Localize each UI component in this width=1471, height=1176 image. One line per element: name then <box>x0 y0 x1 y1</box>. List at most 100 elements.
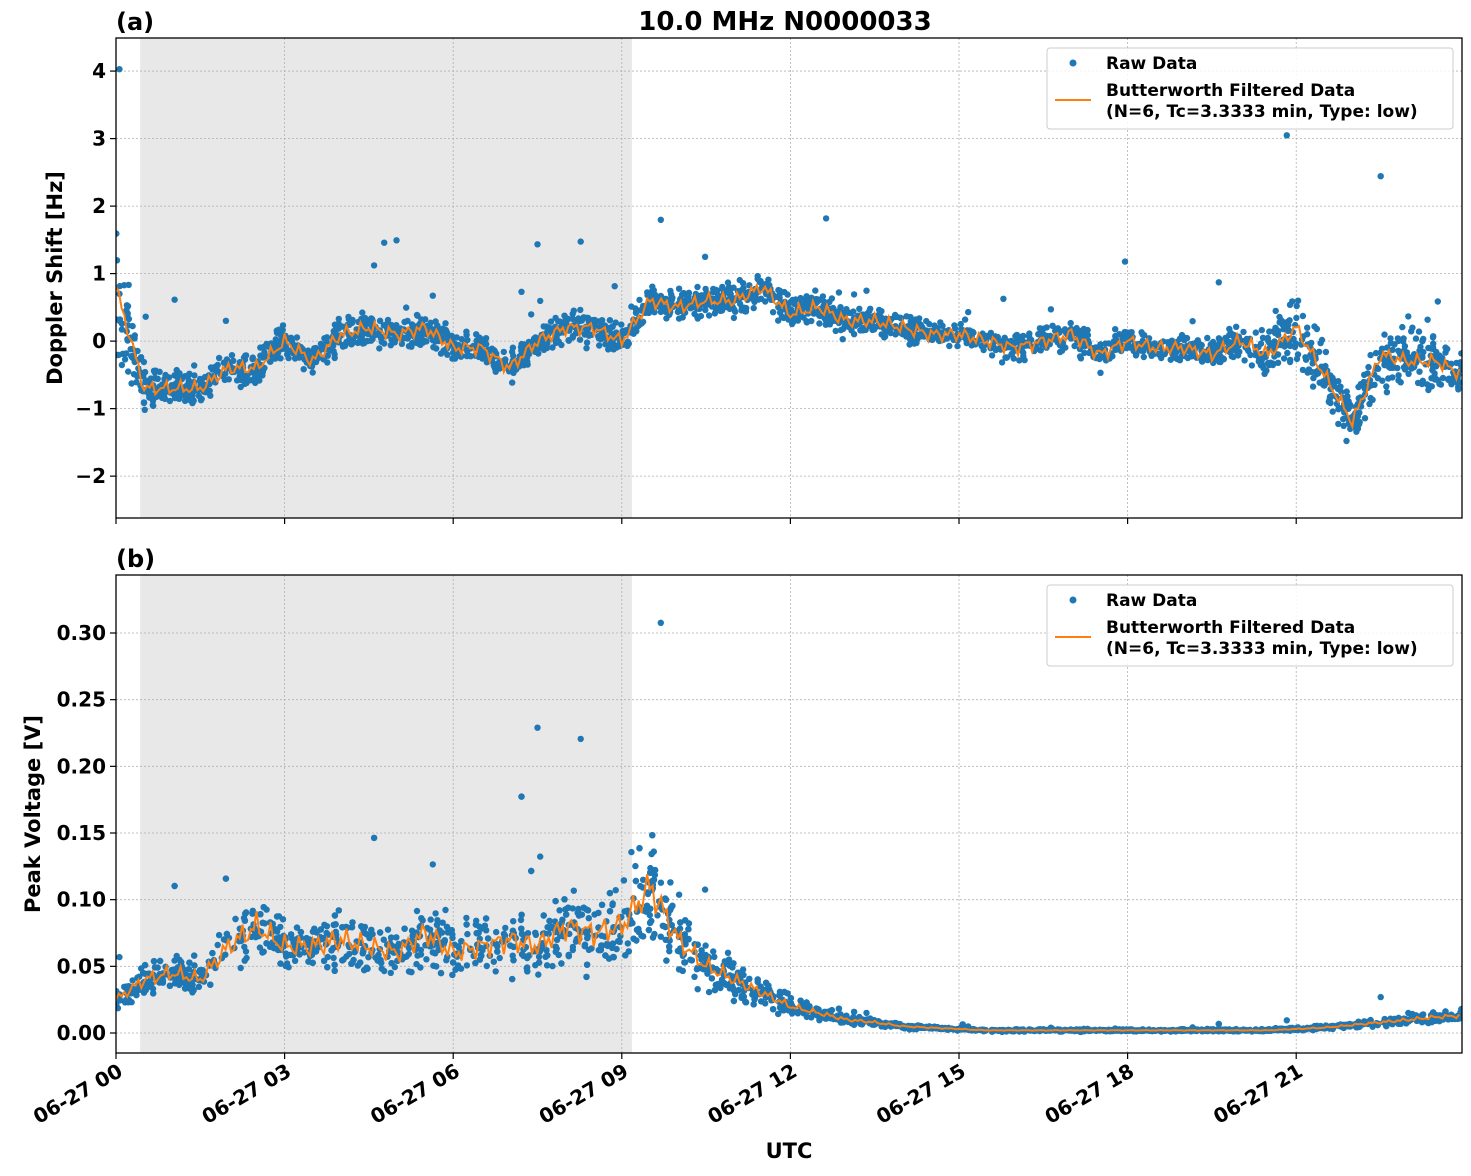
raw-point <box>141 400 147 406</box>
raw-point <box>474 930 480 936</box>
raw-point <box>626 948 632 954</box>
raw-point <box>362 315 368 321</box>
raw-point <box>1371 382 1377 388</box>
raw-point <box>544 328 550 334</box>
raw-point <box>1241 357 1247 363</box>
raw-point <box>1000 338 1006 344</box>
y-tick-label: −1 <box>75 397 106 421</box>
raw-point <box>155 376 161 382</box>
raw-point <box>954 343 960 349</box>
raw-point <box>946 343 952 349</box>
raw-point <box>584 962 590 968</box>
raw-point <box>1326 396 1332 402</box>
raw-point <box>584 339 590 345</box>
panel-label: (a) <box>116 8 154 36</box>
raw-point <box>667 879 673 885</box>
raw-point <box>1430 334 1436 340</box>
raw-point <box>464 962 470 968</box>
raw-point <box>681 959 687 965</box>
raw-point <box>1362 415 1368 421</box>
raw-point <box>1253 329 1259 335</box>
y-tick-label: 1 <box>92 262 106 286</box>
raw-point <box>463 915 469 921</box>
raw-point <box>324 359 330 365</box>
raw-point <box>150 990 156 996</box>
raw-point <box>1310 383 1316 389</box>
raw-point <box>1405 371 1411 377</box>
raw-point <box>174 953 180 959</box>
raw-point <box>636 297 642 303</box>
raw-point <box>501 349 507 355</box>
raw-point <box>401 319 407 325</box>
raw-point <box>1172 355 1178 361</box>
raw-point <box>485 935 491 941</box>
raw-point <box>418 951 424 957</box>
raw-point <box>577 337 583 343</box>
raw-point <box>1273 308 1279 314</box>
y-tick-label: 0.10 <box>57 888 106 912</box>
raw-point <box>586 915 592 921</box>
raw-point <box>1216 279 1222 285</box>
raw-point <box>1457 359 1463 365</box>
raw-point <box>1436 381 1442 387</box>
raw-point <box>698 947 704 953</box>
raw-point <box>250 354 256 360</box>
raw-point <box>243 948 249 954</box>
raw-point <box>537 853 543 859</box>
raw-point <box>122 356 128 362</box>
raw-point <box>1287 359 1293 365</box>
raw-point <box>596 342 602 348</box>
raw-point <box>1258 340 1264 346</box>
raw-point <box>544 962 550 968</box>
raw-point <box>840 336 846 342</box>
raw-point <box>823 317 829 323</box>
raw-point <box>1300 367 1306 373</box>
legend-filtered-params: (N=6, Tc=3.3333 min, Type: low) <box>1106 102 1418 122</box>
raw-point <box>442 320 448 326</box>
raw-point <box>423 338 429 344</box>
raw-point <box>779 314 785 320</box>
raw-point <box>676 315 682 321</box>
panel-b-voltage: 0.000.050.100.150.200.250.30(b)Peak Volt… <box>21 545 1465 1163</box>
raw-point <box>142 407 148 413</box>
raw-point <box>702 886 708 892</box>
raw-point <box>493 929 499 935</box>
raw-point <box>509 379 515 385</box>
raw-point <box>215 362 221 368</box>
raw-point <box>535 971 541 977</box>
raw-point <box>730 285 736 291</box>
raw-point <box>958 321 964 327</box>
raw-point <box>663 897 669 903</box>
raw-point <box>1284 132 1290 138</box>
raw-point <box>1300 313 1306 319</box>
raw-point <box>114 257 120 263</box>
raw-point <box>310 928 316 934</box>
raw-point <box>1287 302 1293 308</box>
raw-point <box>324 964 330 970</box>
raw-point <box>1428 345 1434 351</box>
raw-point <box>535 350 541 356</box>
raw-point <box>509 976 515 982</box>
raw-point <box>697 296 703 302</box>
raw-point <box>1343 438 1349 444</box>
raw-point <box>1398 379 1404 385</box>
raw-point <box>1021 357 1027 363</box>
raw-point <box>556 952 562 958</box>
raw-point <box>571 308 577 314</box>
raw-point <box>449 972 455 978</box>
raw-point <box>725 950 731 956</box>
raw-point <box>583 345 589 351</box>
raw-point <box>241 354 247 360</box>
raw-point <box>1281 355 1287 361</box>
raw-point <box>283 950 289 956</box>
raw-point <box>376 345 382 351</box>
raw-point <box>381 322 387 328</box>
raw-point <box>491 959 497 965</box>
raw-point <box>676 966 682 972</box>
raw-point <box>694 284 700 290</box>
raw-point <box>1080 331 1086 337</box>
raw-point <box>658 620 664 626</box>
y-tick-label: 0.00 <box>57 1021 106 1045</box>
raw-point <box>556 907 562 913</box>
raw-point <box>428 916 434 922</box>
